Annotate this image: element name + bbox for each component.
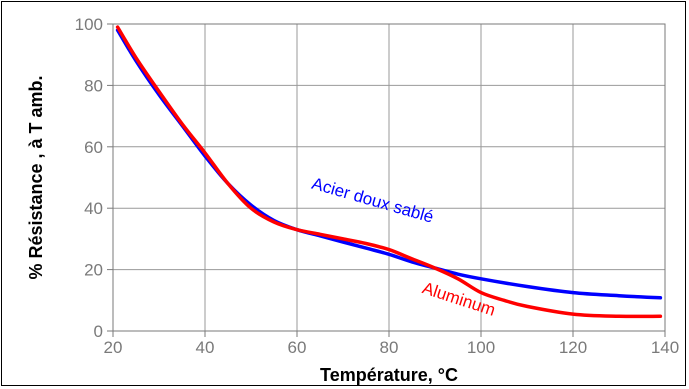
x-axis-title: Température, °C (320, 365, 458, 385)
x-tick-label: 120 (559, 338, 587, 357)
y-axis-title: % Résistance , à T amb. (26, 75, 46, 279)
y-tick-label: 60 (84, 138, 103, 157)
y-axis-ticks: 0 20 40 60 80 100 (75, 15, 113, 341)
y-tick-label: 80 (84, 76, 103, 95)
series-label-1: Acier doux sablé (310, 174, 436, 227)
x-tick-label: 100 (467, 338, 495, 357)
x-tick-label: 60 (288, 338, 307, 357)
series-lines (115, 25, 663, 319)
x-tick-label: 80 (380, 338, 399, 357)
y-tick-label: 0 (94, 322, 103, 341)
series-line-2 (115, 25, 663, 319)
series-labels: Acier doux sablé Aluminum (310, 174, 498, 320)
x-tick-label: 140 (651, 338, 679, 357)
x-axis-ticks: 20 40 60 80 100 120 140 (104, 331, 679, 357)
y-tick-label: 40 (84, 199, 103, 218)
x-tick-label: 40 (196, 338, 215, 357)
x-tick-label: 20 (104, 338, 123, 357)
grid (113, 24, 665, 331)
series-label-2: Aluminum (420, 278, 498, 319)
y-tick-label: 100 (75, 15, 103, 34)
y-tick-label: 20 (84, 261, 103, 280)
